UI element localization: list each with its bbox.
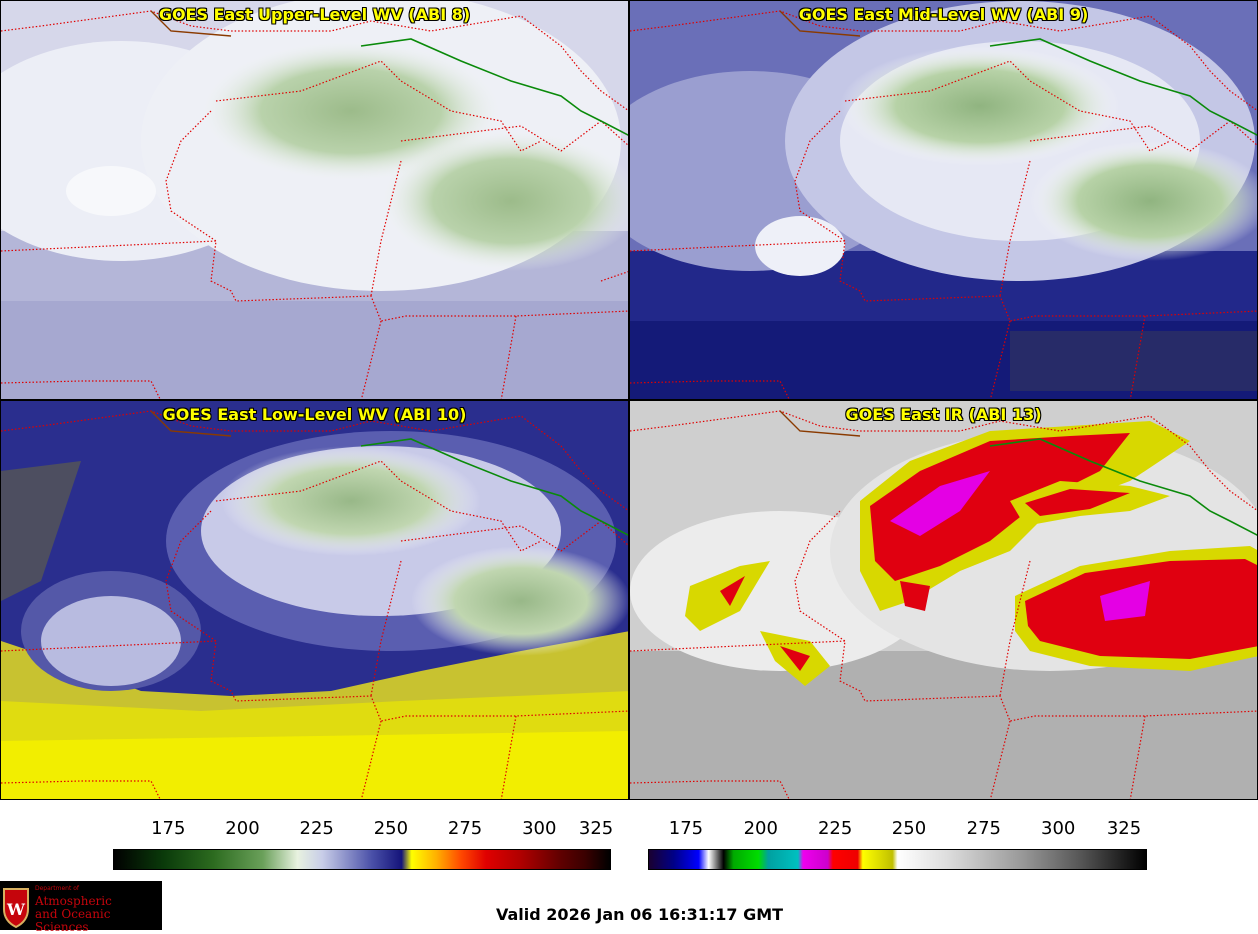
- aos-logo: W Department of Atmospheric and Oceanic …: [0, 881, 162, 934]
- colorbar-tick: 300: [1040, 818, 1076, 839]
- colorbar-tick: 225: [817, 818, 853, 839]
- colorbar-ticks: 175 200 225 250 275 300 325: [648, 816, 1147, 844]
- logo-line-2: Atmospheric: [35, 894, 112, 908]
- panel-title: GOES East IR (ABI 13): [845, 405, 1042, 424]
- svg-text:W: W: [6, 900, 26, 919]
- colorbar-gradient: [648, 849, 1147, 870]
- colorbar-tick: 225: [299, 818, 334, 839]
- uw-crest-icon: W: [3, 888, 29, 929]
- mid-level-wv-image: [630, 1, 1257, 399]
- panel-mid-level-wv: GOES East Mid-Level WV (ABI 9): [629, 0, 1258, 400]
- colorbar-tick: 250: [373, 818, 409, 839]
- ir-image: [630, 401, 1257, 799]
- colorbar-tick: 200: [743, 818, 778, 839]
- panel-title: GOES East Mid-Level WV (ABI 9): [798, 5, 1089, 24]
- ir-colorbar: 175 200 225 250 275 300 325: [648, 816, 1147, 876]
- colorbar-ticks: 175 200 225 250 275 300 325: [113, 816, 614, 844]
- panel-ir: GOES East IR (ABI 13): [629, 400, 1258, 800]
- colorbar-tick: 300: [522, 818, 557, 839]
- logo-line-1: Department of: [35, 885, 79, 892]
- panel-title: GOES East Upper-Level WV (ABI 8): [158, 5, 471, 24]
- colorbar-tick: 175: [151, 818, 186, 839]
- low-level-wv-image: [1, 401, 628, 799]
- colorbar-tick: 275: [966, 818, 1001, 839]
- valid-time: Valid 2026 Jan 06 16:31:17 GMT: [496, 905, 784, 924]
- colorbar-tick: 325: [1106, 818, 1142, 839]
- panel-title: GOES East Low-Level WV (ABI 10): [162, 405, 467, 424]
- colorbar-tick: 325: [578, 818, 614, 839]
- colorbar-tick: 175: [668, 818, 704, 839]
- wv-colorbar: 175 200 225 250 275 300 325: [113, 816, 614, 876]
- colorbar-tick: 250: [891, 818, 927, 839]
- colorbar-tick: 200: [225, 818, 260, 839]
- logo-line-3: and Oceanic Sciences: [35, 907, 111, 934]
- colorbar-gradient: [113, 849, 611, 870]
- colorbar-tick: 275: [447, 818, 483, 839]
- panel-upper-level-wv: GOES East Upper-Level WV (ABI 8): [0, 0, 629, 400]
- upper-level-wv-image: [1, 1, 628, 399]
- panel-low-level-wv: GOES East Low-Level WV (ABI 10): [0, 400, 629, 800]
